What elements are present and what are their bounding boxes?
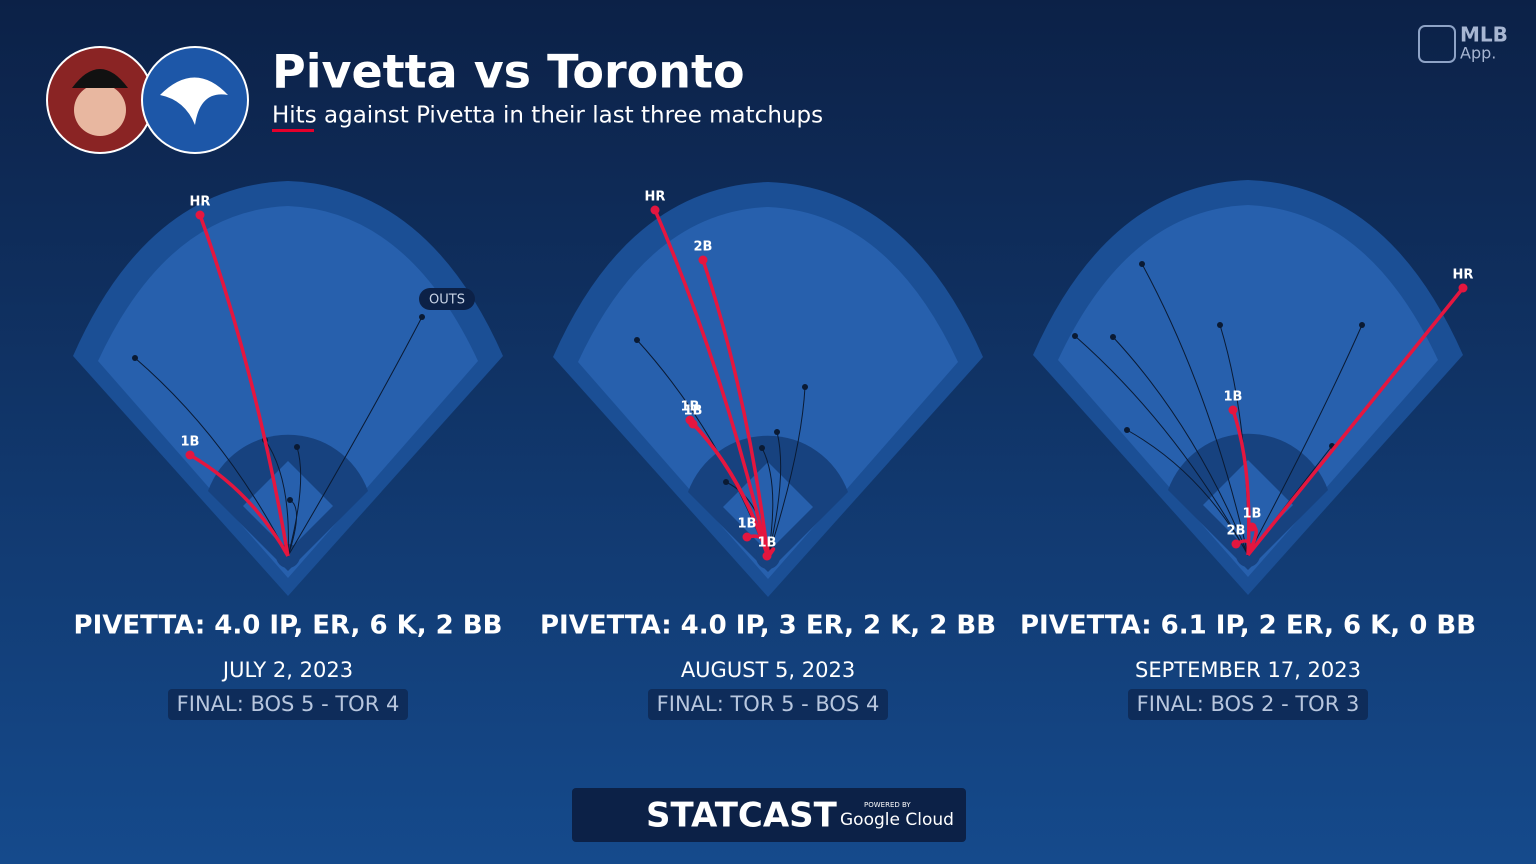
hit-point <box>195 210 205 220</box>
hit-trajectory <box>189 453 290 557</box>
statcast-logo: STATCAST <box>646 796 838 836</box>
underline <box>272 129 314 132</box>
pitching-line: PIVETTA: 4.0 IP, 3 ER, 2 K, 2 BB <box>540 611 996 641</box>
game-date: SEPTEMBER 17, 2023 <box>1135 658 1361 682</box>
hit-point <box>1231 539 1241 549</box>
out-point <box>1359 322 1365 328</box>
out-trajectory <box>134 357 289 557</box>
bird <box>160 77 228 125</box>
powered-by: POWERED BY <box>864 801 911 809</box>
hit-label: 1B <box>738 517 757 532</box>
cloud-logo: Google Cloud <box>840 810 954 830</box>
outs-label: OUTS <box>429 293 465 308</box>
face <box>74 84 126 136</box>
out-trajectory <box>1247 324 1363 556</box>
out-point <box>759 445 765 451</box>
hit-point <box>698 255 708 265</box>
hit-label: HR <box>645 190 666 205</box>
game-date: AUGUST 5, 2023 <box>681 658 855 682</box>
infield-grass <box>723 462 813 552</box>
statcast-box <box>572 788 966 842</box>
out-point <box>132 355 138 361</box>
out-point <box>1139 261 1145 267</box>
out-trajectory <box>1112 336 1249 556</box>
field <box>98 206 478 578</box>
infield-grass <box>243 461 333 551</box>
hit-label: 1B <box>1243 507 1262 522</box>
out-trajectory <box>767 386 806 558</box>
cap <box>72 69 128 88</box>
field <box>1058 205 1438 577</box>
out-point <box>294 444 300 450</box>
hit-label: 1B <box>684 404 703 419</box>
hit-point <box>688 419 698 429</box>
out-point <box>1110 334 1116 340</box>
field <box>578 207 958 579</box>
final-score: FINAL: BOS 5 - TOR 4 <box>177 692 400 716</box>
out-point <box>1072 333 1078 339</box>
hit-trajectory <box>653 209 770 558</box>
final-score: FINAL: BOS 2 - TOR 3 <box>1137 692 1360 716</box>
out-point <box>419 314 425 320</box>
hit-label: 1B <box>681 400 700 415</box>
out-trajectory <box>767 431 782 558</box>
final-box <box>1128 689 1368 720</box>
out-point <box>802 384 808 390</box>
out-trajectory <box>287 316 423 557</box>
out-point <box>774 429 780 435</box>
game-date: JULY 2, 2023 <box>221 658 353 682</box>
hit-label: 2B <box>1227 524 1246 539</box>
out-point <box>634 337 640 343</box>
out-trajectory <box>761 447 774 558</box>
hit-point <box>742 532 752 542</box>
hit-label: 1B <box>181 435 200 450</box>
out-trajectory <box>264 439 289 557</box>
out-trajectory <box>287 446 302 557</box>
subtitle: Hits against Pivetta in their last three… <box>272 103 823 129</box>
hit-point <box>1247 522 1257 532</box>
outs-badge <box>419 288 475 310</box>
hit-label: 2B <box>694 240 713 255</box>
hit-label: 1B <box>1224 390 1243 405</box>
app-logo: MLB <box>1460 23 1508 47</box>
hit-trajectory <box>198 214 290 557</box>
out-trajectory <box>1074 335 1249 556</box>
final-score: FINAL: TOR 5 - BOS 4 <box>657 692 880 716</box>
out-point <box>1217 322 1223 328</box>
hit-point <box>1458 283 1468 293</box>
hit-point <box>650 205 660 215</box>
hit-point <box>762 551 772 561</box>
out-trajectory <box>1126 429 1249 556</box>
pitching-line: PIVETTA: 6.1 IP, 2 ER, 6 K, 0 BB <box>1020 611 1476 641</box>
hit-point <box>1228 405 1238 415</box>
hit-trajectory <box>1246 286 1465 557</box>
hit-label: 1B <box>758 536 777 551</box>
hit-label: HR <box>190 195 211 210</box>
pitching-line: PIVETTA: 4.0 IP, ER, 6 K, 2 BB <box>74 611 503 641</box>
out-point <box>723 479 729 485</box>
title: Pivetta vs Toronto <box>272 45 745 99</box>
final-box <box>168 689 408 720</box>
hit-label: HR <box>1453 268 1474 283</box>
out-point <box>287 497 293 503</box>
app-logo-sub: App. <box>1460 44 1496 63</box>
final-box <box>648 689 888 720</box>
out-trajectory <box>1141 263 1249 556</box>
mlb-icon <box>1418 25 1456 63</box>
hit-point <box>185 450 195 460</box>
hit-trajectory <box>701 259 770 558</box>
out-point <box>1124 427 1130 433</box>
hit-trajectory <box>1231 409 1251 556</box>
